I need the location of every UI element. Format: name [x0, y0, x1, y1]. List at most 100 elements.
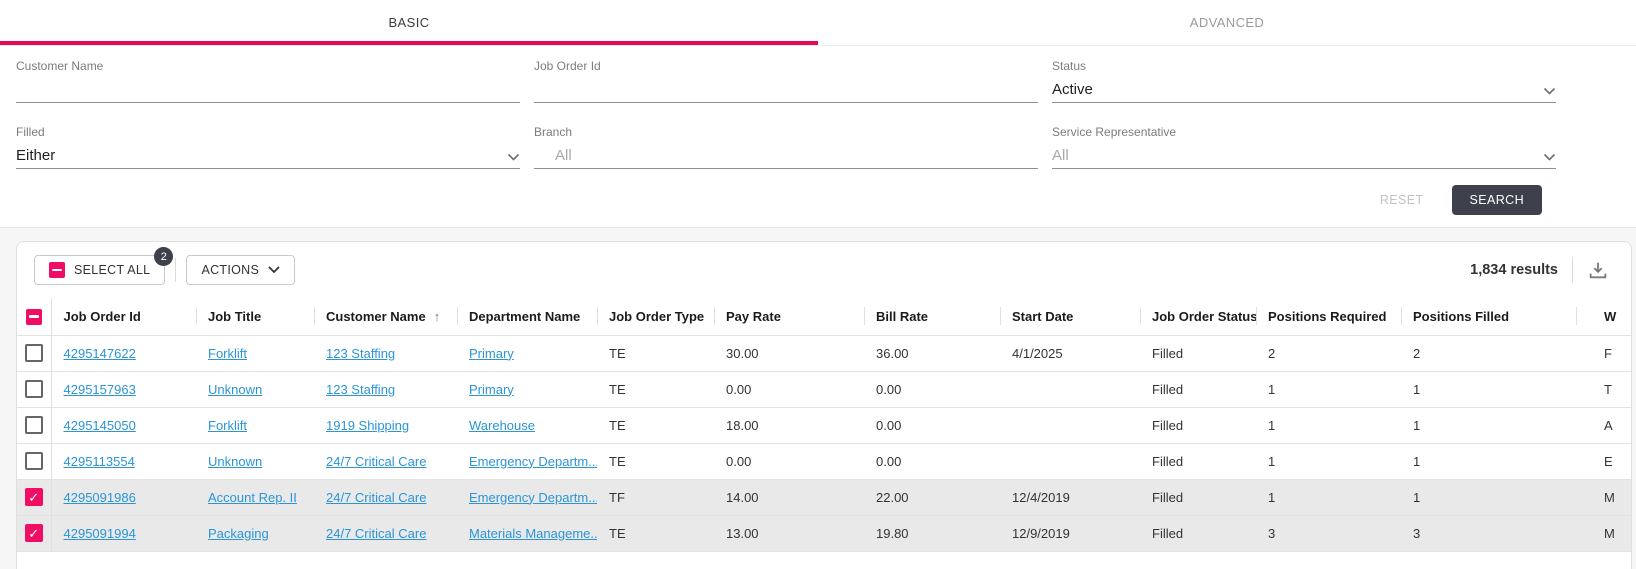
department-name-link[interactable]: Materials Manageme...	[469, 525, 597, 541]
tab-basic[interactable]: BASIC	[0, 0, 818, 45]
row-checkbox[interactable]	[24, 452, 43, 470]
department-name-link[interactable]: Emergency Departm...	[469, 489, 597, 505]
job-title-link[interactable]: Account Rep. II	[208, 489, 297, 505]
column-header-positions-filled[interactable]: Positions Filled	[1401, 298, 1576, 335]
chevron-down-icon	[268, 266, 280, 274]
customer-name-link[interactable]: 1919 Shipping	[326, 417, 410, 433]
job-order-id-input[interactable]	[534, 81, 1038, 102]
filled-select[interactable]: Either	[16, 147, 520, 169]
customer-name-link[interactable]: 123 Staffing	[326, 381, 396, 397]
department-name-link[interactable]: Primary	[469, 345, 514, 361]
pay-rate-cell: 18.00	[726, 417, 759, 433]
service-representative-select[interactable]: All	[1052, 147, 1556, 169]
job-order-id-link[interactable]: 4295091986	[63, 489, 136, 505]
job-order-type-cell: TE	[609, 453, 626, 469]
row-checkbox[interactable]	[24, 380, 43, 398]
branch-value: All	[555, 147, 572, 164]
filled-value: Either	[16, 147, 56, 164]
job-order-status-cell: Filled	[1152, 489, 1184, 505]
row-checkbox[interactable]	[24, 488, 43, 506]
customer-name-link[interactable]: 24/7 Critical Care	[326, 453, 427, 469]
bill-rate-cell: 36.00	[876, 345, 909, 361]
job-order-id-label: Job Order Id	[534, 59, 601, 73]
customer-name-link[interactable]: 24/7 Critical Care	[326, 489, 427, 505]
job-order-id-link[interactable]: 4295091994	[63, 525, 136, 541]
bill-rate-cell: 0.00	[876, 381, 902, 397]
department-name-link[interactable]: Warehouse	[469, 417, 535, 433]
positions-required-cell: 1	[1268, 489, 1276, 505]
service-representative-value: All	[1052, 147, 1069, 164]
pay-rate-cell: 0.00	[726, 381, 752, 397]
row-checkbox[interactable]	[24, 524, 43, 542]
header-select-checkbox[interactable]	[25, 308, 42, 325]
job-title-link[interactable]: Unknown	[208, 453, 263, 469]
customer-name-link[interactable]: 24/7 Critical Care	[326, 525, 427, 541]
column-header-job-order-type[interactable]: Job Order Type	[597, 298, 714, 335]
column-header-positions-required[interactable]: Positions Required	[1256, 298, 1401, 335]
job-order-id-link[interactable]: 4295157963	[63, 381, 136, 397]
toolbar-divider	[175, 258, 177, 282]
service-representative-label: Service Representative	[1052, 125, 1177, 139]
positions-required-cell: 3	[1268, 525, 1276, 541]
selected-count-badge: 2	[154, 247, 174, 266]
truncated-cell: M	[1604, 525, 1615, 541]
job-order-id-link[interactable]: 4295113554	[63, 453, 135, 469]
select-all-button[interactable]: SELECT ALL 2	[34, 247, 174, 285]
actions-label: ACTIONS	[201, 263, 260, 277]
search-button[interactable]: SEARCH	[1451, 185, 1542, 215]
download-icon[interactable]	[1587, 259, 1609, 281]
select-all-checkbox[interactable]	[49, 262, 65, 278]
column-header-start-date[interactable]: Start Date	[1000, 298, 1140, 335]
status-select[interactable]: Active	[1052, 81, 1556, 103]
start-date-cell	[1000, 443, 1140, 479]
status-field: Status Active	[1052, 59, 1556, 103]
positions-required-cell: 1	[1268, 417, 1276, 433]
column-header-department-name[interactable]: Department Name	[457, 298, 597, 335]
results-toolbar: SELECT ALL 2 ACTIONS 1,834 results	[17, 242, 1631, 298]
table-header-row: Job Order Id Job Title Customer Name ↑ De…	[17, 298, 1631, 335]
job-title-link[interactable]: Forklift	[208, 345, 247, 361]
customer-name-input[interactable]	[16, 81, 520, 102]
tab-advanced[interactable]: ADVANCED	[818, 0, 1636, 45]
job-order-id-link[interactable]: 4295147622	[63, 345, 136, 361]
reset-button[interactable]: RESET	[1366, 185, 1438, 215]
row-checkbox[interactable]	[24, 344, 43, 362]
pay-rate-cell: 13.00	[726, 525, 759, 541]
row-checkbox[interactable]	[24, 416, 43, 434]
department-name-link[interactable]: Primary	[469, 381, 514, 397]
positions-filled-cell: 1	[1413, 453, 1421, 469]
truncated-cell: E	[1604, 453, 1613, 469]
job-title-link[interactable]: Packaging	[208, 525, 269, 541]
column-header-customer-name[interactable]: Customer Name ↑	[314, 298, 457, 335]
chevron-down-icon	[507, 153, 520, 162]
results-count: 1,834 results	[1470, 262, 1558, 278]
column-header-job-title[interactable]: Job Title	[196, 298, 314, 335]
column-header-truncated[interactable]: W	[1576, 298, 1631, 335]
job-title-link[interactable]: Forklift	[208, 417, 247, 433]
job-order-id-link[interactable]: 4295145050	[63, 417, 136, 433]
toolbar-divider	[1572, 257, 1573, 283]
branch-label: Branch	[534, 125, 573, 139]
department-name-link[interactable]: Emergency Departm...	[469, 453, 597, 469]
column-header-pay-rate[interactable]: Pay Rate	[714, 298, 864, 335]
customer-name-link[interactable]: 123 Staffing	[326, 345, 396, 361]
bill-rate-cell: 22.00	[876, 489, 909, 505]
job-title-link[interactable]: Unknown	[208, 381, 263, 397]
results-table: Job Order Id Job Title Customer Name ↑ De…	[17, 298, 1631, 552]
header-checkbox-cell	[17, 298, 52, 335]
column-header-bill-rate[interactable]: Bill Rate	[864, 298, 1000, 335]
branch-field: Branch All	[534, 125, 1038, 169]
bill-rate-cell: 19.80	[876, 525, 909, 541]
status-label: Status	[1052, 59, 1087, 73]
positions-filled-cell: 1	[1413, 417, 1421, 433]
truncated-cell: M	[1604, 489, 1615, 505]
select-all-label: SELECT ALL	[74, 263, 151, 277]
pay-rate-cell: 30.00	[726, 345, 759, 361]
actions-button[interactable]: ACTIONS	[186, 255, 296, 285]
chevron-down-icon	[1543, 153, 1556, 162]
customer-name-field: Customer Name	[16, 59, 520, 103]
branch-select[interactable]: All	[534, 147, 1038, 169]
column-header-job-order-id[interactable]: Job Order Id	[63, 308, 141, 324]
column-header-job-order-status[interactable]: Job Order Status	[1140, 298, 1256, 335]
filter-panel: Customer Name Job Order Id Status Active…	[0, 46, 1636, 228]
